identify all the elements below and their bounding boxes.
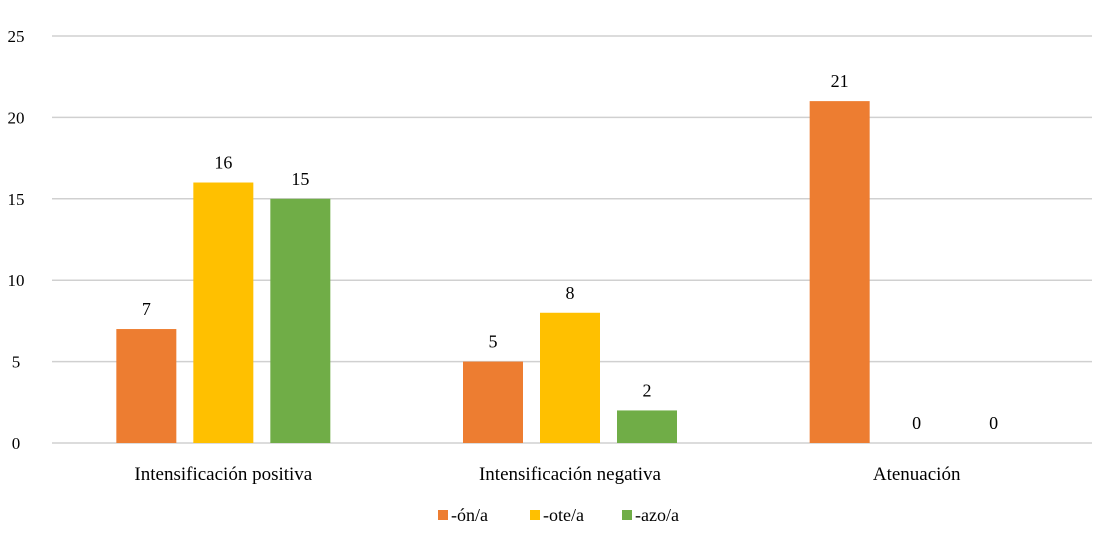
legend-swatch: [622, 510, 632, 520]
x-category-label: Atenuación: [873, 464, 961, 485]
y-tick-label: 15: [8, 190, 25, 209]
data-label: 0: [989, 413, 998, 433]
bar-1-2: [617, 410, 677, 443]
legend: -ón/a -ote/a -azo/a: [438, 505, 679, 525]
data-label: 5: [489, 332, 498, 352]
data-label: 2: [643, 380, 652, 400]
x-category-label: Intensificación positiva: [134, 464, 312, 485]
legend-label: -ote/a: [543, 505, 584, 525]
bar-0-1: [193, 182, 254, 443]
data-label: 0: [912, 413, 921, 433]
y-tick-label: 25: [8, 27, 25, 46]
data-label: 21: [831, 71, 849, 91]
legend-label: -ón/a: [451, 505, 488, 525]
y-tick-label: 5: [12, 353, 21, 372]
data-labels: 7 16 15 5 8 2 21 0 0: [142, 71, 998, 433]
bar-1-0: [463, 361, 523, 443]
bars: [116, 101, 870, 444]
y-tick-label: 0: [12, 434, 21, 453]
bar-0-0: [116, 329, 177, 443]
y-axis-ticks: 0 5 10 15 20 25: [8, 27, 25, 453]
data-label: 16: [214, 153, 232, 173]
data-label: 15: [291, 169, 309, 189]
x-category-label: Intensificación negativa: [479, 464, 662, 485]
bar-1-1: [540, 312, 600, 443]
y-tick-label: 10: [8, 271, 25, 290]
legend-label: -azo/a: [635, 505, 679, 525]
data-label: 8: [566, 283, 575, 303]
y-tick-label: 20: [8, 108, 25, 127]
bar-2-0: [809, 101, 870, 444]
bar-0-2: [270, 198, 331, 443]
data-label: 7: [142, 299, 151, 319]
legend-swatch: [438, 510, 448, 520]
legend-swatch: [530, 510, 540, 520]
x-axis-categories: Intensificación positiva Intensificación …: [134, 464, 961, 485]
